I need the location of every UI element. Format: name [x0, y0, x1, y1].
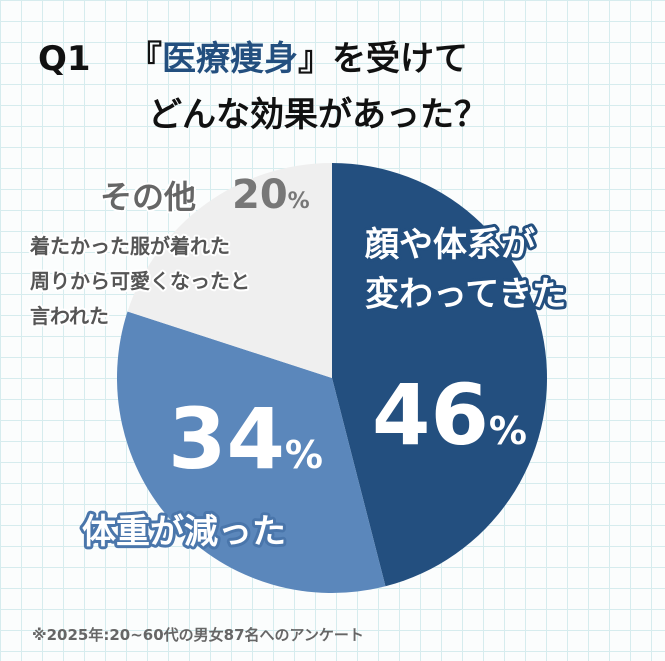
- value-label: 34%: [168, 390, 323, 488]
- value-label: 46%: [372, 366, 527, 464]
- category-label: その他: [100, 178, 196, 216]
- chart-title: Q1 『医療痩身』を受けて: [38, 39, 468, 79]
- category-label: 顔や体系が変わってきた: [365, 225, 566, 314]
- annotation: 着たかった服が着れた周りから可愛くなったと言われた: [29, 234, 250, 328]
- title-number: Q1: [38, 39, 91, 79]
- title-part: 』を受けて: [298, 39, 468, 79]
- pie-slice: [127, 163, 332, 378]
- footnote: ※2025年:20~60代の男女87名へのアンケート: [32, 626, 364, 644]
- value-label: 20%: [232, 172, 310, 218]
- chart-title-line2: どんな効果があった？: [148, 95, 488, 135]
- category-label: 体重が減った: [82, 512, 286, 552]
- pie-slice: [332, 163, 547, 587]
- pie: [116, 163, 547, 593]
- title-part: 『: [128, 39, 162, 79]
- title-emphasis: 医療痩身: [162, 39, 298, 79]
- pie-slice: [116, 311, 386, 593]
